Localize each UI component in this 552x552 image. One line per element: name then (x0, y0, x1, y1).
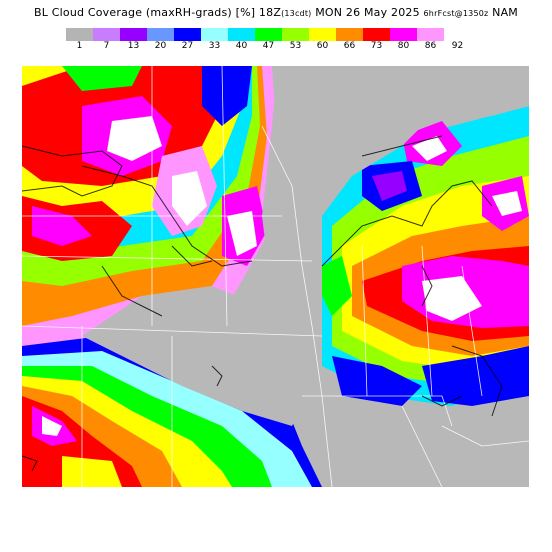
title-valid-time: 18Z (258, 6, 282, 19)
legend-swatch (201, 28, 228, 41)
legend-swatch (120, 28, 147, 41)
west-cloud-region (22, 66, 277, 366)
legend-label: 73 (370, 41, 383, 51)
legend-swatch (93, 28, 120, 41)
east-cloud-region (322, 106, 529, 406)
title-model: NAM (492, 6, 518, 19)
title-date: MON 26 May 2025 (315, 6, 420, 19)
title-local-time: (13cdt) (281, 9, 312, 18)
color-legend (66, 28, 444, 42)
map-coastlines (22, 135, 503, 472)
legend-label: 27 (181, 41, 194, 51)
legend-swatch (336, 28, 363, 41)
legend-swatch (363, 28, 390, 41)
legend-label: 53 (289, 41, 302, 51)
legend-swatch (66, 28, 93, 41)
legend-label: 20 (154, 41, 167, 51)
dry-region (82, 66, 529, 487)
map-canvas (22, 66, 529, 487)
legend-label: 60 (316, 41, 329, 51)
cloud-coverage-map (22, 66, 529, 487)
legend-swatch (282, 28, 309, 41)
legend-swatch (309, 28, 336, 41)
legend-swatch (174, 28, 201, 41)
title-units: [%] (235, 6, 256, 19)
legend-swatch (417, 28, 444, 41)
legend-label: 33 (208, 41, 221, 51)
legend-swatch (255, 28, 282, 41)
legend-label: 13 (127, 41, 140, 51)
title-field: BL Cloud Coverage (maxRH-grads) (33, 6, 232, 19)
map-title: BL Cloud Coverage (maxRH-grads) [%] 18Z(… (0, 6, 552, 19)
legend-swatch (147, 28, 174, 41)
legend-label: 86 (424, 41, 437, 51)
legend-swatch (228, 28, 255, 41)
legend-label: 1 (76, 41, 83, 51)
title-forecast-info: 6hrFcst@1350z (423, 9, 489, 18)
legend-label: 7 (103, 41, 110, 51)
legend-label: 40 (235, 41, 248, 51)
legend-label: 80 (397, 41, 410, 51)
legend-label: 47 (262, 41, 275, 51)
legend-swatch (390, 28, 417, 41)
legend-label: 66 (343, 41, 356, 51)
map-borders (22, 66, 529, 487)
legend-label: 92 (451, 41, 464, 51)
